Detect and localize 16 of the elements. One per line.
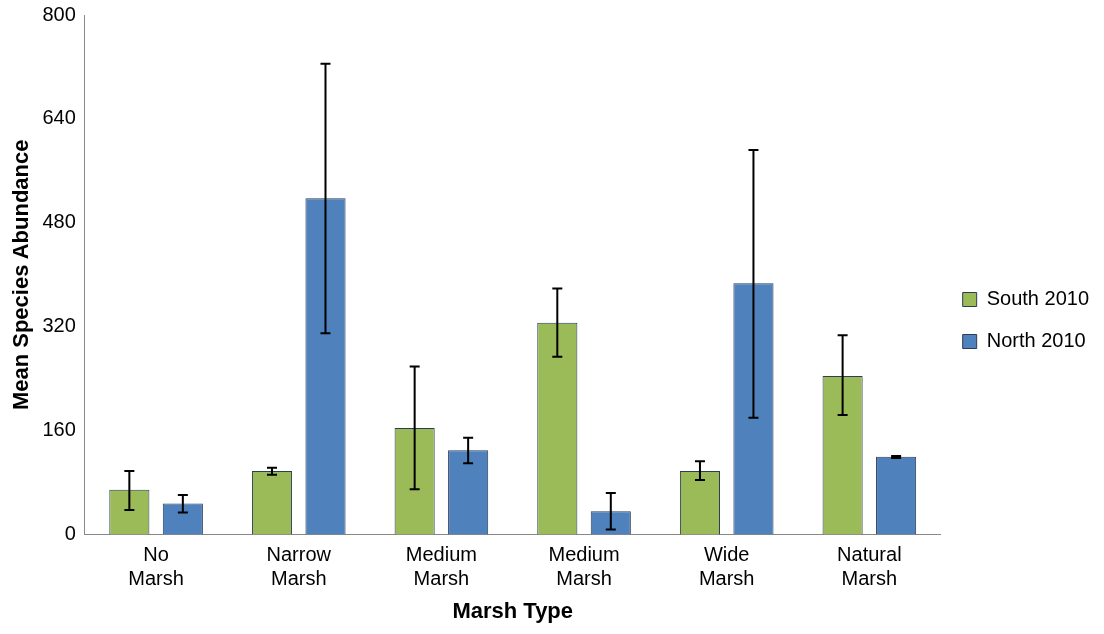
x-tick-label: Wide Marsh bbox=[698, 543, 755, 590]
x-tick-label: No Marsh bbox=[128, 543, 184, 590]
legend-label: North 2010 bbox=[986, 329, 1086, 352]
y-tick-label: 480 bbox=[42, 210, 76, 233]
x-tick-label: Medium Marsh bbox=[548, 543, 620, 590]
y-tick-label: 0 bbox=[64, 522, 76, 545]
legend-label: South 2010 bbox=[986, 287, 1090, 310]
x-tick-label: Natural Marsh bbox=[837, 543, 902, 590]
x-axis-title: Marsh Type bbox=[452, 597, 574, 623]
y-axis-title: Mean Species Abundance bbox=[8, 139, 34, 411]
y-tick-label: 800 bbox=[42, 2, 76, 25]
x-tick-label: Medium Marsh bbox=[405, 543, 477, 590]
y-tick-label: 640 bbox=[42, 106, 76, 129]
x-tick-label: Narrow Marsh bbox=[266, 543, 332, 590]
y-tick-label: 160 bbox=[42, 418, 76, 441]
y-tick-label: 320 bbox=[42, 314, 76, 337]
